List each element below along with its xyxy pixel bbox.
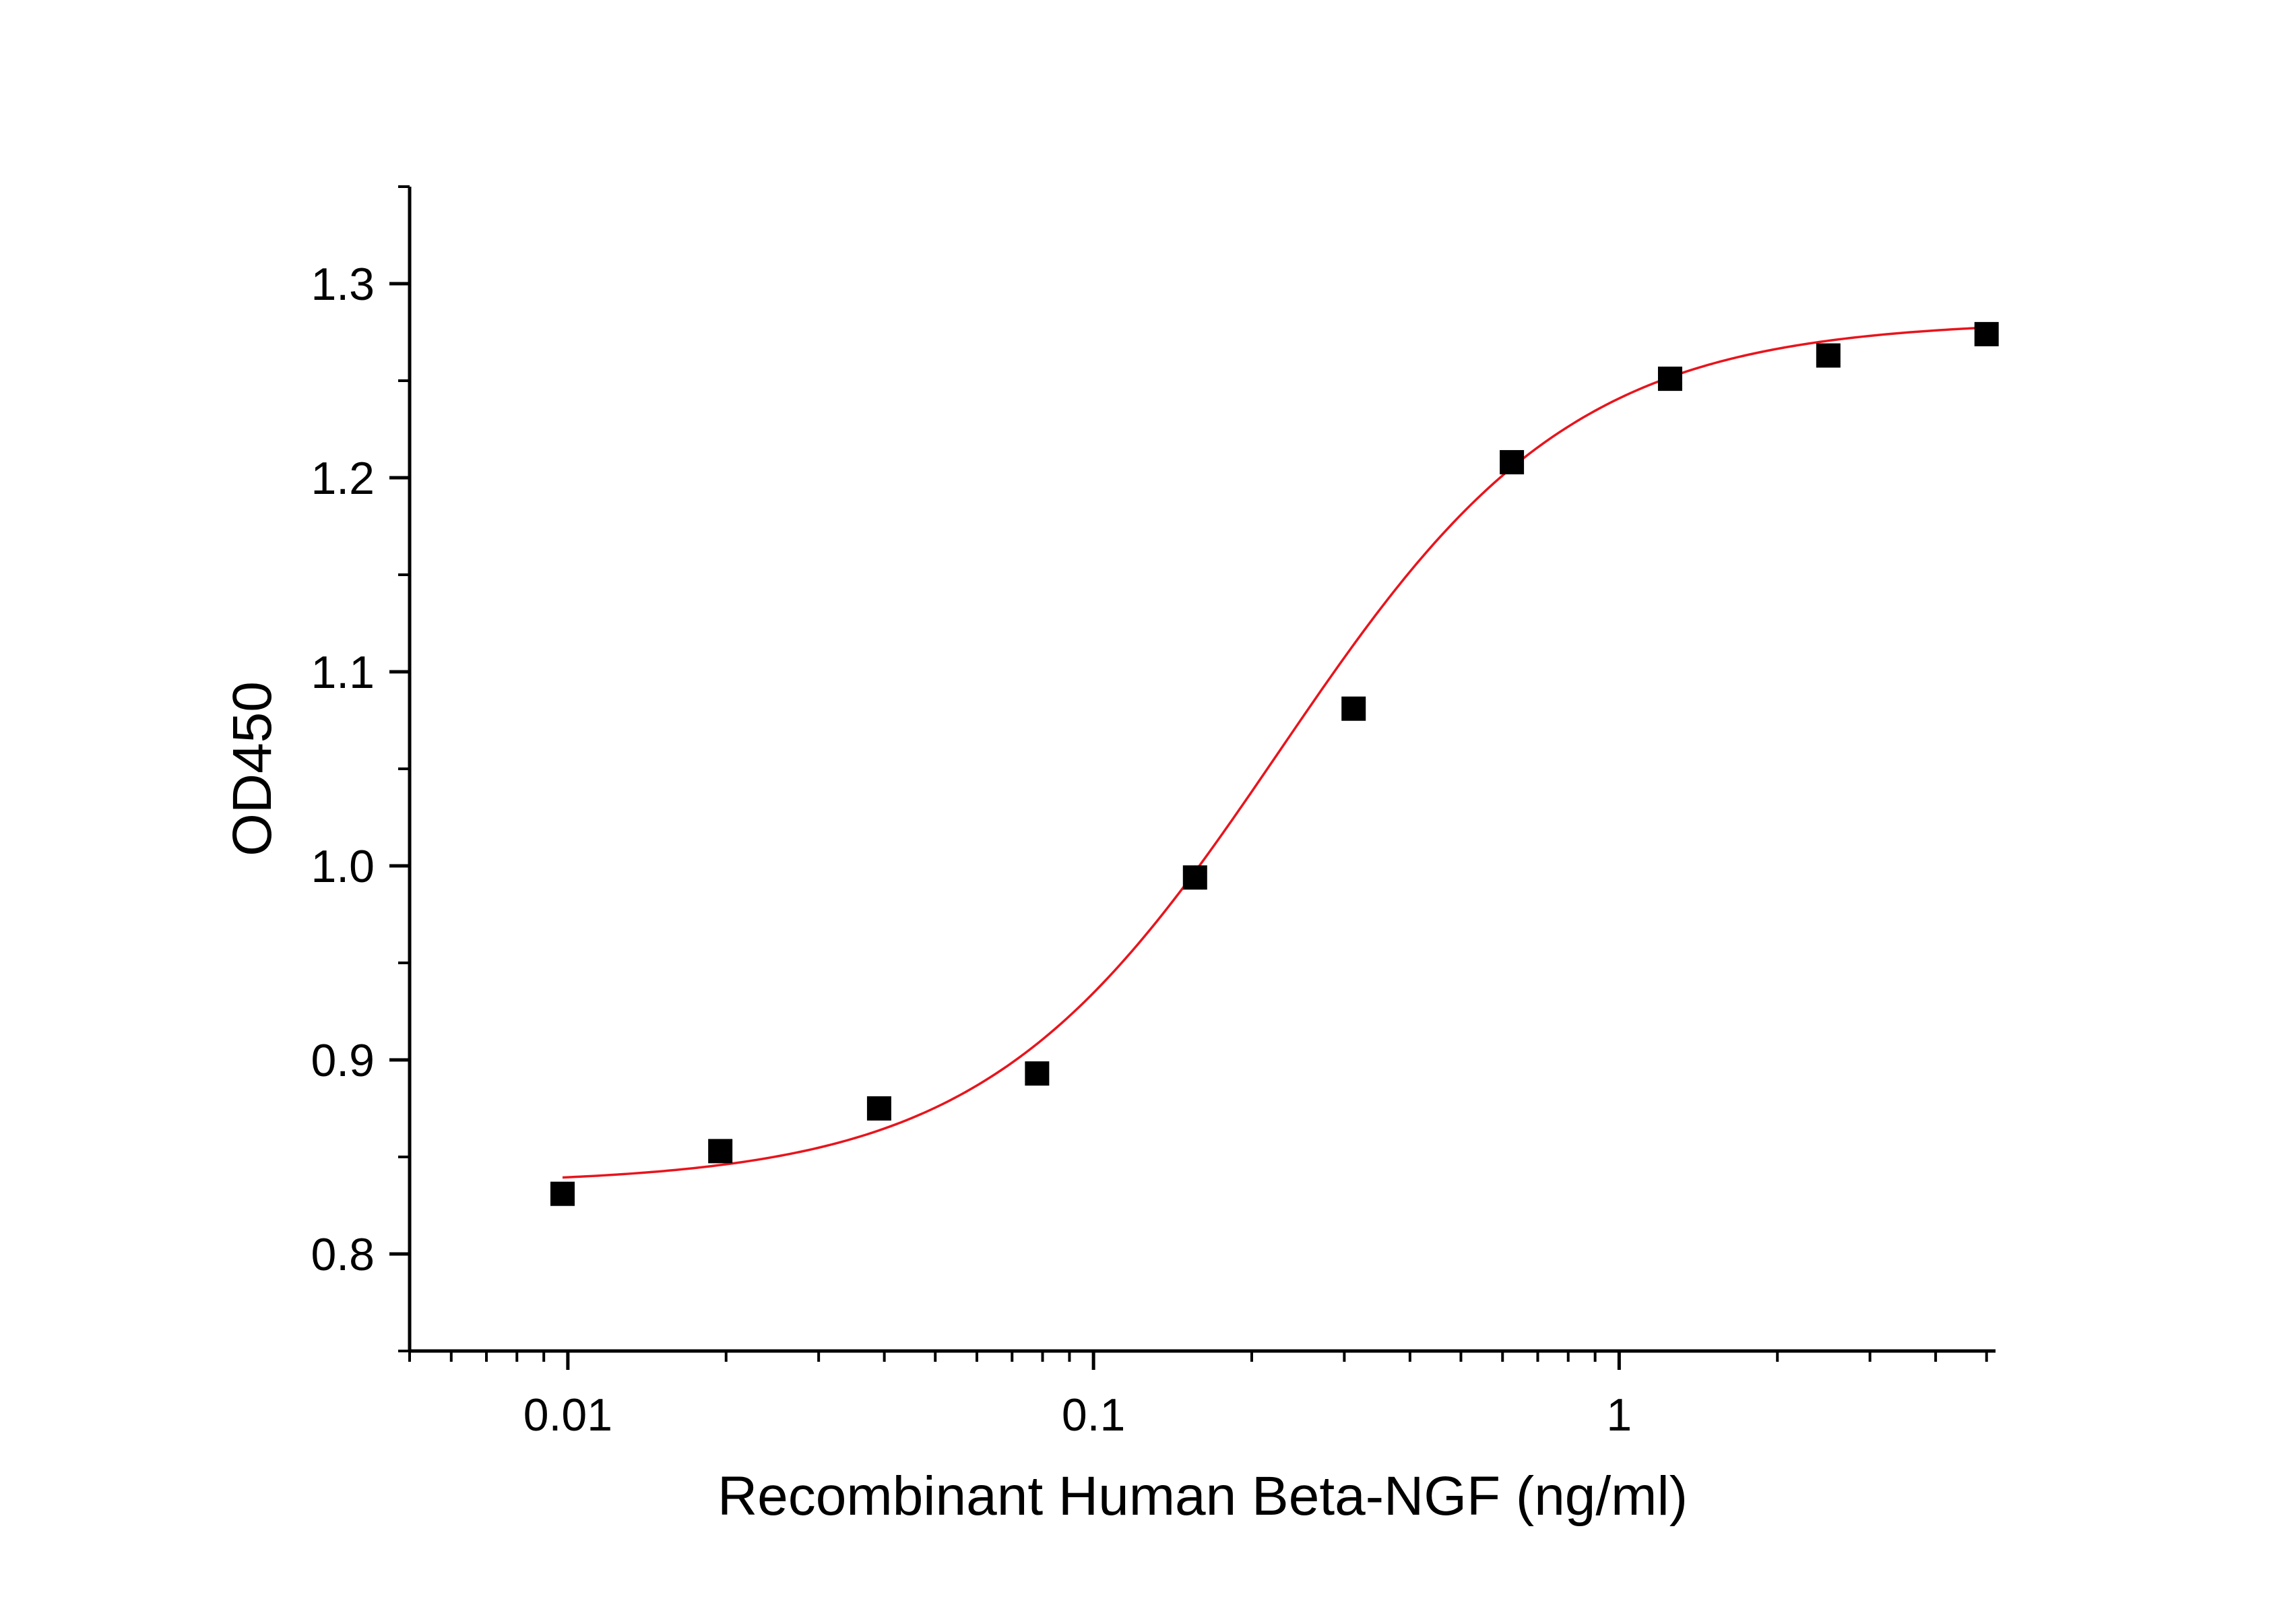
axes [408,187,1996,1353]
fit-curve [562,326,1987,1179]
y-tick-label: 1.1 [311,647,375,698]
data-point [866,1096,891,1121]
y-tick-label: 0.8 [311,1229,375,1280]
x-tick-label: 0.01 [523,1389,612,1441]
x-tick-label: 1 [1606,1389,1632,1441]
y-tick-label: 1.0 [311,841,375,892]
y-axis-ticks: 0.8 0.9 1.0 1.1 1.2 1.3 [311,185,410,1352]
fit-layer [562,326,1987,1179]
y-tick-label: 1.3 [311,259,375,310]
data-points [550,321,1999,1206]
data-point [1974,321,1999,346]
y-axis-title: OD450 [222,681,283,856]
data-point [1657,367,1682,391]
data-point [1816,343,1841,368]
x-axis-ticks: 0.01 0.1 1 [408,1351,1988,1441]
y-tick-label: 0.9 [311,1035,375,1086]
y-tick-label: 1.2 [311,453,375,504]
data-point [708,1139,733,1164]
data-point [550,1181,575,1206]
data-point [1025,1061,1050,1086]
x-axis-title: Recombinant Human Beta-NGF (ng/ml) [718,1466,1688,1527]
x-tick-label: 0.1 [1062,1389,1126,1441]
data-point [1341,696,1366,721]
data-point [1500,449,1525,474]
data-point [1182,865,1207,890]
